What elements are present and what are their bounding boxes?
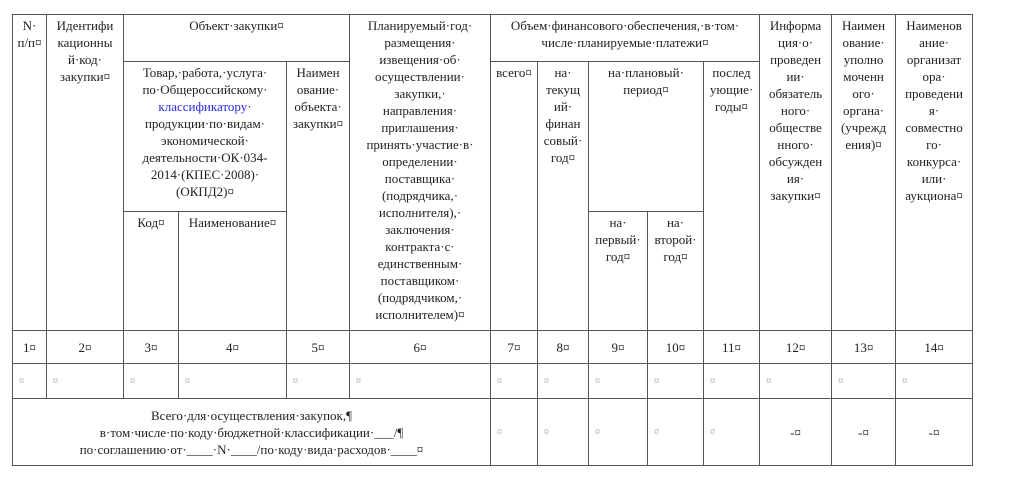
header-name: Наименование¤ [178,211,287,331]
col-number: 4¤ [178,330,287,364]
empty-data-row: ¤ ¤ ¤ ¤ ¤ ¤ ¤ ¤ ¤ ¤ ¤ ¤ ¤ ¤ [12,363,974,399]
table-cell[interactable]: -¤ [895,398,974,466]
total-row: Всего·для·осуществления·закупок,¶ в·том·… [12,398,974,466]
col-number: 8¤ [537,330,589,364]
header-plan-period: на·плановый· период¤ [588,61,704,212]
col-number: 6¤ [349,330,491,364]
col-number: 10¤ [647,330,704,364]
table-cell[interactable]: ¤ [702,363,761,399]
header-first-year: на· первый· год¤ [588,211,648,331]
table-cell[interactable]: ¤ [895,363,974,399]
col-number: 9¤ [588,330,648,364]
col-number: 11¤ [702,330,761,364]
table-cell[interactable]: ¤ [490,398,538,466]
header-planned-year: Планируемый·год· размещения· извещения·о… [349,14,491,331]
goods-text-a: Товар,·работа,·услуга· по·Общероссийском… [142,65,268,97]
header-total: всего¤ [490,61,538,331]
table-cell[interactable]: ¤ [349,363,491,399]
table-cell[interactable]: ¤ [123,363,179,399]
header-finance: Объем·финансового·обеспечения,·в·том· чи… [489,14,761,62]
col-number: 12¤ [759,330,833,364]
table-cell[interactable]: ¤ [702,398,761,466]
table-cell[interactable]: ¤ [12,363,47,399]
col-number: 5¤ [286,330,350,364]
total-label[interactable]: Всего·для·осуществления·закупок,¶ в·том·… [12,398,491,466]
header-authorized-body: Наимен ование· уполно моченн ого· органа… [831,14,897,331]
table-cell[interactable]: ¤ [588,398,648,466]
header-object-name: Наимен ование· объекта· закупки¤ [286,61,350,331]
table-cell[interactable]: ¤ [178,363,287,399]
classifier-link[interactable]: классификатору [158,99,248,114]
col-number: 13¤ [831,330,897,364]
col-number: 3¤ [123,330,179,364]
header-next-years: послед ующие· годы¤ [702,61,761,331]
table-cell[interactable]: ¤ [537,398,589,466]
table-cell[interactable]: ¤ [647,398,704,466]
header-code: Код¤ [123,211,179,331]
header-id-code: Идентифи кационны й·код· закупки¤ [46,14,124,331]
table-cell[interactable]: ¤ [588,363,648,399]
header-public-discussion: Информа ция·о· проведен ии· обязатель но… [759,14,833,331]
goods-text-b: · продукции·по·видам· экономической· дея… [142,99,268,199]
header-num: N· п/п¤ [12,14,47,331]
table-cell[interactable]: ¤ [647,363,704,399]
table-cell[interactable]: ¤ [537,363,589,399]
table-cell[interactable]: ¤ [490,363,538,399]
header-current-year: на· текущ ий· финан совый· год¤ [537,61,589,331]
table-cell[interactable]: ¤ [286,363,350,399]
table-cell[interactable]: ¤ [759,363,833,399]
header-second-year: на· второй· год¤ [647,211,704,331]
col-number: 1¤ [12,330,47,364]
table-cell[interactable]: -¤ [831,398,897,466]
col-number: 2¤ [46,330,124,364]
procurement-plan-table: N· п/п¤ Идентифи кационны й·код· закупки… [12,14,974,466]
header-organizer: Наименов ание· организат ора· проведени … [895,14,974,331]
col-number: 14¤ [895,330,974,364]
table-cell[interactable]: ¤ [46,363,124,399]
header-goods-okpd2: Товар,·работа,·услуга· по·Общероссийском… [123,61,287,212]
col-number: 7¤ [490,330,538,364]
table-cell[interactable]: -¤ [759,398,833,466]
header-object: Объект·закупки¤ [123,14,350,62]
table-cell[interactable]: ¤ [831,363,897,399]
column-numbers-row: 1¤ 2¤ 3¤ 4¤ 5¤ 6¤ 7¤ 8¤ 9¤ 10¤ 11¤ 12¤ 1… [12,330,974,364]
